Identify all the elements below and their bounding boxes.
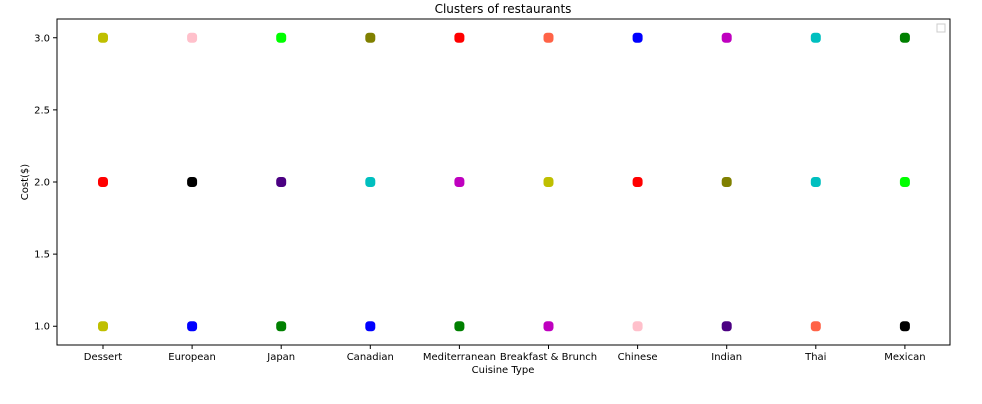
y-tick-label: 1.0 [34, 322, 50, 333]
x-tick-label: Canadian [347, 352, 394, 363]
y-axis-label: Cost($) [20, 164, 31, 200]
data-point [721, 177, 732, 187]
chart-title: Clusters of restaurants [435, 2, 572, 16]
data-point [454, 177, 465, 187]
x-tick-label: Japan [266, 352, 295, 363]
x-tick-label: Thai [804, 352, 826, 363]
y-tick-label: 3.0 [34, 33, 50, 44]
data-point [98, 32, 108, 43]
data-point [98, 321, 108, 332]
data-point [810, 321, 821, 332]
data-point [899, 177, 910, 187]
data-point [810, 32, 821, 43]
y-tick-label: 2.5 [34, 105, 50, 116]
data-point [721, 321, 732, 332]
data-point [810, 177, 821, 187]
x-axis-label: Cuisine Type [472, 365, 535, 376]
data-point [721, 32, 732, 43]
data-point [454, 32, 465, 43]
data-point [899, 321, 910, 332]
data-point [632, 177, 643, 187]
data-point [276, 177, 287, 187]
data-point [899, 32, 910, 43]
data-point [543, 177, 554, 187]
data-point [632, 321, 643, 332]
data-point [365, 177, 376, 187]
data-point [365, 32, 376, 43]
x-tick-label: Mexican [884, 352, 925, 363]
y-tick-label: 1.5 [34, 250, 50, 261]
legend-box [936, 23, 946, 33]
x-tick-label: Indian [711, 352, 742, 363]
x-tick-label: Breakfast & Brunch [500, 352, 597, 363]
x-axis: Dessert European Japan Canadian Mediterranea… [84, 345, 926, 363]
data-point [187, 177, 198, 187]
data-point [276, 32, 287, 43]
data-point [543, 32, 554, 43]
data-point [187, 321, 198, 332]
x-tick-label: Chinese [618, 352, 658, 363]
data-point [276, 321, 287, 332]
x-tick-label: Dessert [84, 352, 123, 363]
y-axis: 1.0 1.5 2.0 2.5 3.0 [34, 33, 57, 333]
y-tick-label: 2.0 [34, 178, 50, 189]
data-point [454, 321, 465, 332]
x-tick-label: Mediterranean [423, 352, 496, 363]
data-point [187, 32, 198, 43]
data-point [365, 321, 376, 332]
data-point [543, 321, 554, 332]
x-tick-label: European [168, 352, 216, 363]
data-point [632, 32, 643, 43]
data-points [98, 32, 910, 332]
data-point [98, 177, 108, 187]
